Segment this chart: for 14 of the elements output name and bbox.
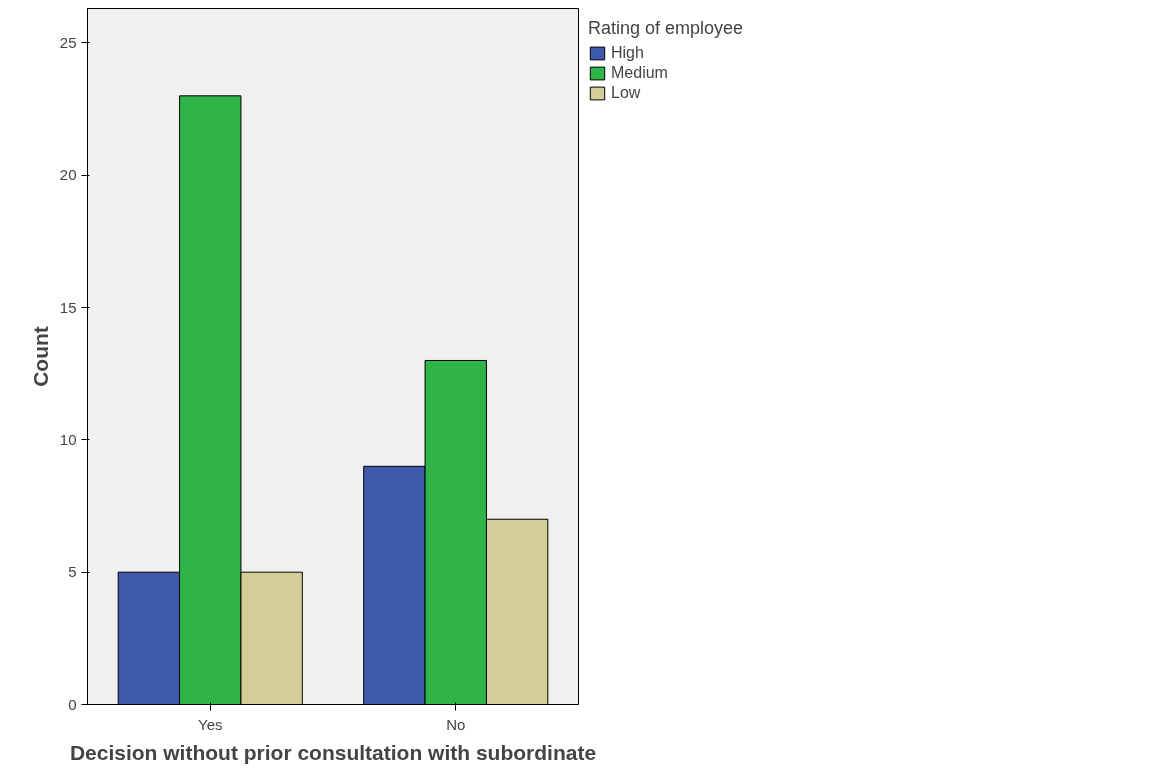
y-tick-label: 15 [59,298,77,316]
y-tick-label: 25 [59,33,77,51]
legend-label: High [611,44,644,62]
y-tick-label: 5 [68,563,77,581]
legend-label: Low [611,84,641,102]
x-axis-title: Decision without prior consultation with subordinate [69,740,597,764]
y-tick-label: 20 [59,166,77,184]
legend-label: Medium [611,64,668,82]
x-tick-label: No [446,715,466,733]
y-tick-label: 0 [68,695,77,713]
y-axis-title: Count [28,326,52,387]
legend-title: Rating of employee [588,18,744,39]
x-tick-label: Yes [198,715,223,733]
y-tick-label: 10 [59,430,77,448]
